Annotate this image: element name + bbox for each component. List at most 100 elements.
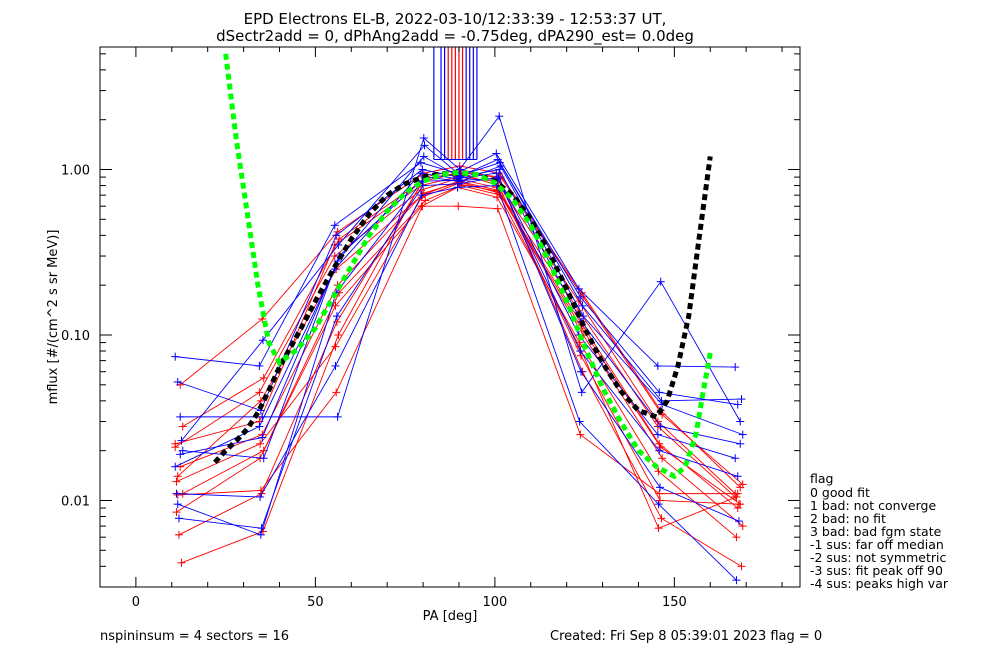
blue-series-point (176, 412, 185, 421)
blue-series-point (454, 176, 463, 185)
blue-series-point (653, 361, 662, 370)
blue-series-point (734, 517, 743, 526)
blue-series-point (419, 152, 428, 161)
blue-series-point (656, 277, 665, 286)
blue-series-point (255, 422, 264, 431)
blue-series-point (577, 367, 586, 376)
x-tick-label: 50 (307, 595, 324, 610)
red-series-point (656, 443, 665, 452)
red-series-point (655, 489, 664, 498)
green-fit-curve (223, 53, 713, 480)
legend-entry: -3 sus: fit peak off 90 (810, 563, 943, 578)
blue-series-point (495, 112, 504, 121)
blue-series-point (575, 417, 584, 426)
red-series-point (178, 422, 187, 431)
blue-series-point (733, 472, 742, 481)
red-series-point (656, 496, 664, 505)
x-tick-label: 150 (662, 595, 687, 610)
blue-series-point (177, 436, 186, 445)
blue-series-point (653, 430, 662, 439)
blue-series-point (173, 500, 182, 509)
blue-series-point (493, 155, 502, 164)
chart-title: EPD Electrons EL-B, 2022-03-10/12:33:39 … (244, 10, 667, 28)
blue-series-point (578, 301, 587, 310)
x-tick-label: 100 (482, 595, 507, 610)
blue-series-point (736, 417, 745, 426)
red-series-point (173, 472, 182, 481)
blue-series-point (656, 483, 664, 492)
red-series-point (256, 439, 265, 448)
red-series-point (172, 477, 181, 486)
red-series-point (331, 342, 340, 351)
red-series-point (173, 490, 182, 499)
y-tick-label: 0.10 (61, 329, 90, 344)
red-series-point (334, 330, 343, 339)
blue-series-point (176, 450, 185, 459)
axes: 0 50 100 150 0.01 0.10 1.00 (61, 47, 800, 610)
flag-legend: flag 0 good fit 1 bad: not converge 2 ba… (810, 471, 949, 591)
y-tick-label: 0.01 (61, 494, 90, 509)
legend-title: flag (810, 471, 833, 486)
chart-subtitle: dSectr2add = 0, dPhAng2add = -0.75deg, d… (216, 27, 694, 46)
footer-created-info: Created: Fri Sep 8 05:39:01 2023 flag = … (550, 629, 822, 644)
blue-series-point (256, 492, 265, 501)
red-series-point (654, 524, 663, 533)
blue-series-point (420, 141, 429, 150)
blue-series-point (736, 439, 745, 448)
blue-series-point (330, 221, 339, 230)
blue-series-point (731, 363, 740, 372)
red-series-point (419, 189, 428, 198)
red-series-point (732, 492, 741, 501)
red-series-point (421, 196, 430, 205)
blue-series-point (256, 530, 265, 539)
blue-series-point (331, 361, 340, 370)
blue-series-point (495, 158, 504, 167)
red-series-point (259, 373, 268, 382)
red-series-point (418, 202, 427, 211)
red-series-point (733, 489, 742, 498)
legend-entry: 3 bad: bad fgm state (810, 524, 942, 539)
red-series-point (174, 530, 183, 539)
blue-series-point (655, 388, 664, 397)
plot-frame (99, 46, 801, 588)
red-series-point (658, 454, 667, 463)
red-series-point (738, 480, 747, 489)
fit-curves (213, 53, 713, 480)
red-series-point (736, 500, 745, 509)
red-series-point (172, 508, 181, 517)
blue-series-point (258, 336, 267, 345)
red-series-point (331, 301, 340, 310)
blue-series-point (733, 400, 742, 409)
red-series-point (574, 297, 583, 306)
blue-series-point (174, 514, 183, 523)
legend-entry: -4 sus: peaks high var (810, 576, 949, 591)
legend-entry: 1 bad: not converge (810, 498, 936, 513)
red-series-point (732, 533, 741, 542)
blue-series-point (576, 347, 585, 356)
red-series-point (655, 439, 664, 448)
red-series-point (454, 202, 463, 211)
blue-series-point (738, 430, 747, 439)
blue-series-point (172, 489, 181, 498)
y-tick-label: 1.00 (61, 164, 90, 179)
blue-series-point (492, 149, 501, 158)
blue-series-point (332, 231, 341, 240)
red-series-point (255, 388, 264, 397)
red-series-point (171, 443, 180, 452)
blue-series-point (657, 396, 666, 405)
blue-series-point (171, 352, 180, 361)
blue-series-point (737, 395, 746, 404)
blue-series-point (259, 454, 268, 463)
blue-series-point (416, 169, 425, 178)
blue-series-point (656, 422, 665, 431)
blue-series-point (418, 165, 427, 174)
blue-series-point (731, 454, 740, 463)
red-series-point (332, 388, 341, 397)
x-tick-label: 0 (132, 595, 140, 610)
blue-series-point (332, 312, 341, 321)
blue-series-point (732, 576, 741, 585)
blue-series-point (257, 524, 266, 533)
blue-series-point (454, 179, 463, 188)
blue-series-point (419, 134, 428, 143)
